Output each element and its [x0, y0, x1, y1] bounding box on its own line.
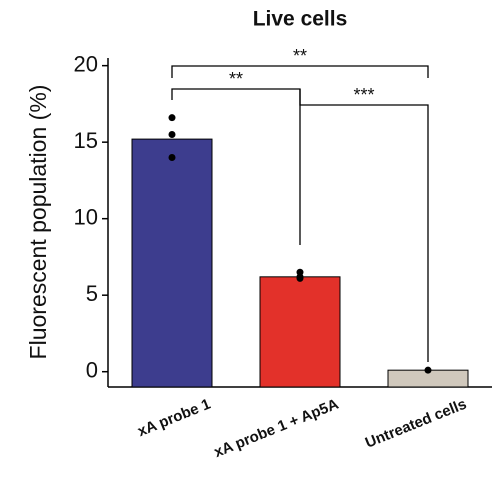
- bar: [259, 276, 341, 388]
- x-tick-label: xA probe 1 + Ap5A: [212, 396, 342, 462]
- data-point: [424, 366, 432, 374]
- y-tick-label: 5: [86, 281, 98, 306]
- data-point: [168, 153, 176, 161]
- data-point: [168, 131, 176, 139]
- y-axis-label: Fluorescent population (%): [25, 85, 51, 360]
- significance-label: ***: [353, 85, 374, 105]
- bar: [131, 138, 213, 388]
- x-tick-label: xA probe 1: [135, 396, 213, 441]
- y-tick-label: 15: [74, 128, 98, 153]
- x-tick-label: Untreated cells: [363, 396, 469, 452]
- data-point: [168, 114, 176, 122]
- significance-label: **: [229, 69, 243, 89]
- significance-bracket: [171, 65, 429, 78]
- y-tick-label: 0: [86, 358, 98, 383]
- significance-bracket: [171, 88, 301, 245]
- significance-label: **: [293, 46, 307, 66]
- y-tick-label: 10: [74, 204, 98, 229]
- significance-bracket: [299, 89, 429, 362]
- y-tick-label: 20: [74, 51, 98, 76]
- data-point: [296, 274, 304, 282]
- chart-title: Live cells: [253, 8, 348, 31]
